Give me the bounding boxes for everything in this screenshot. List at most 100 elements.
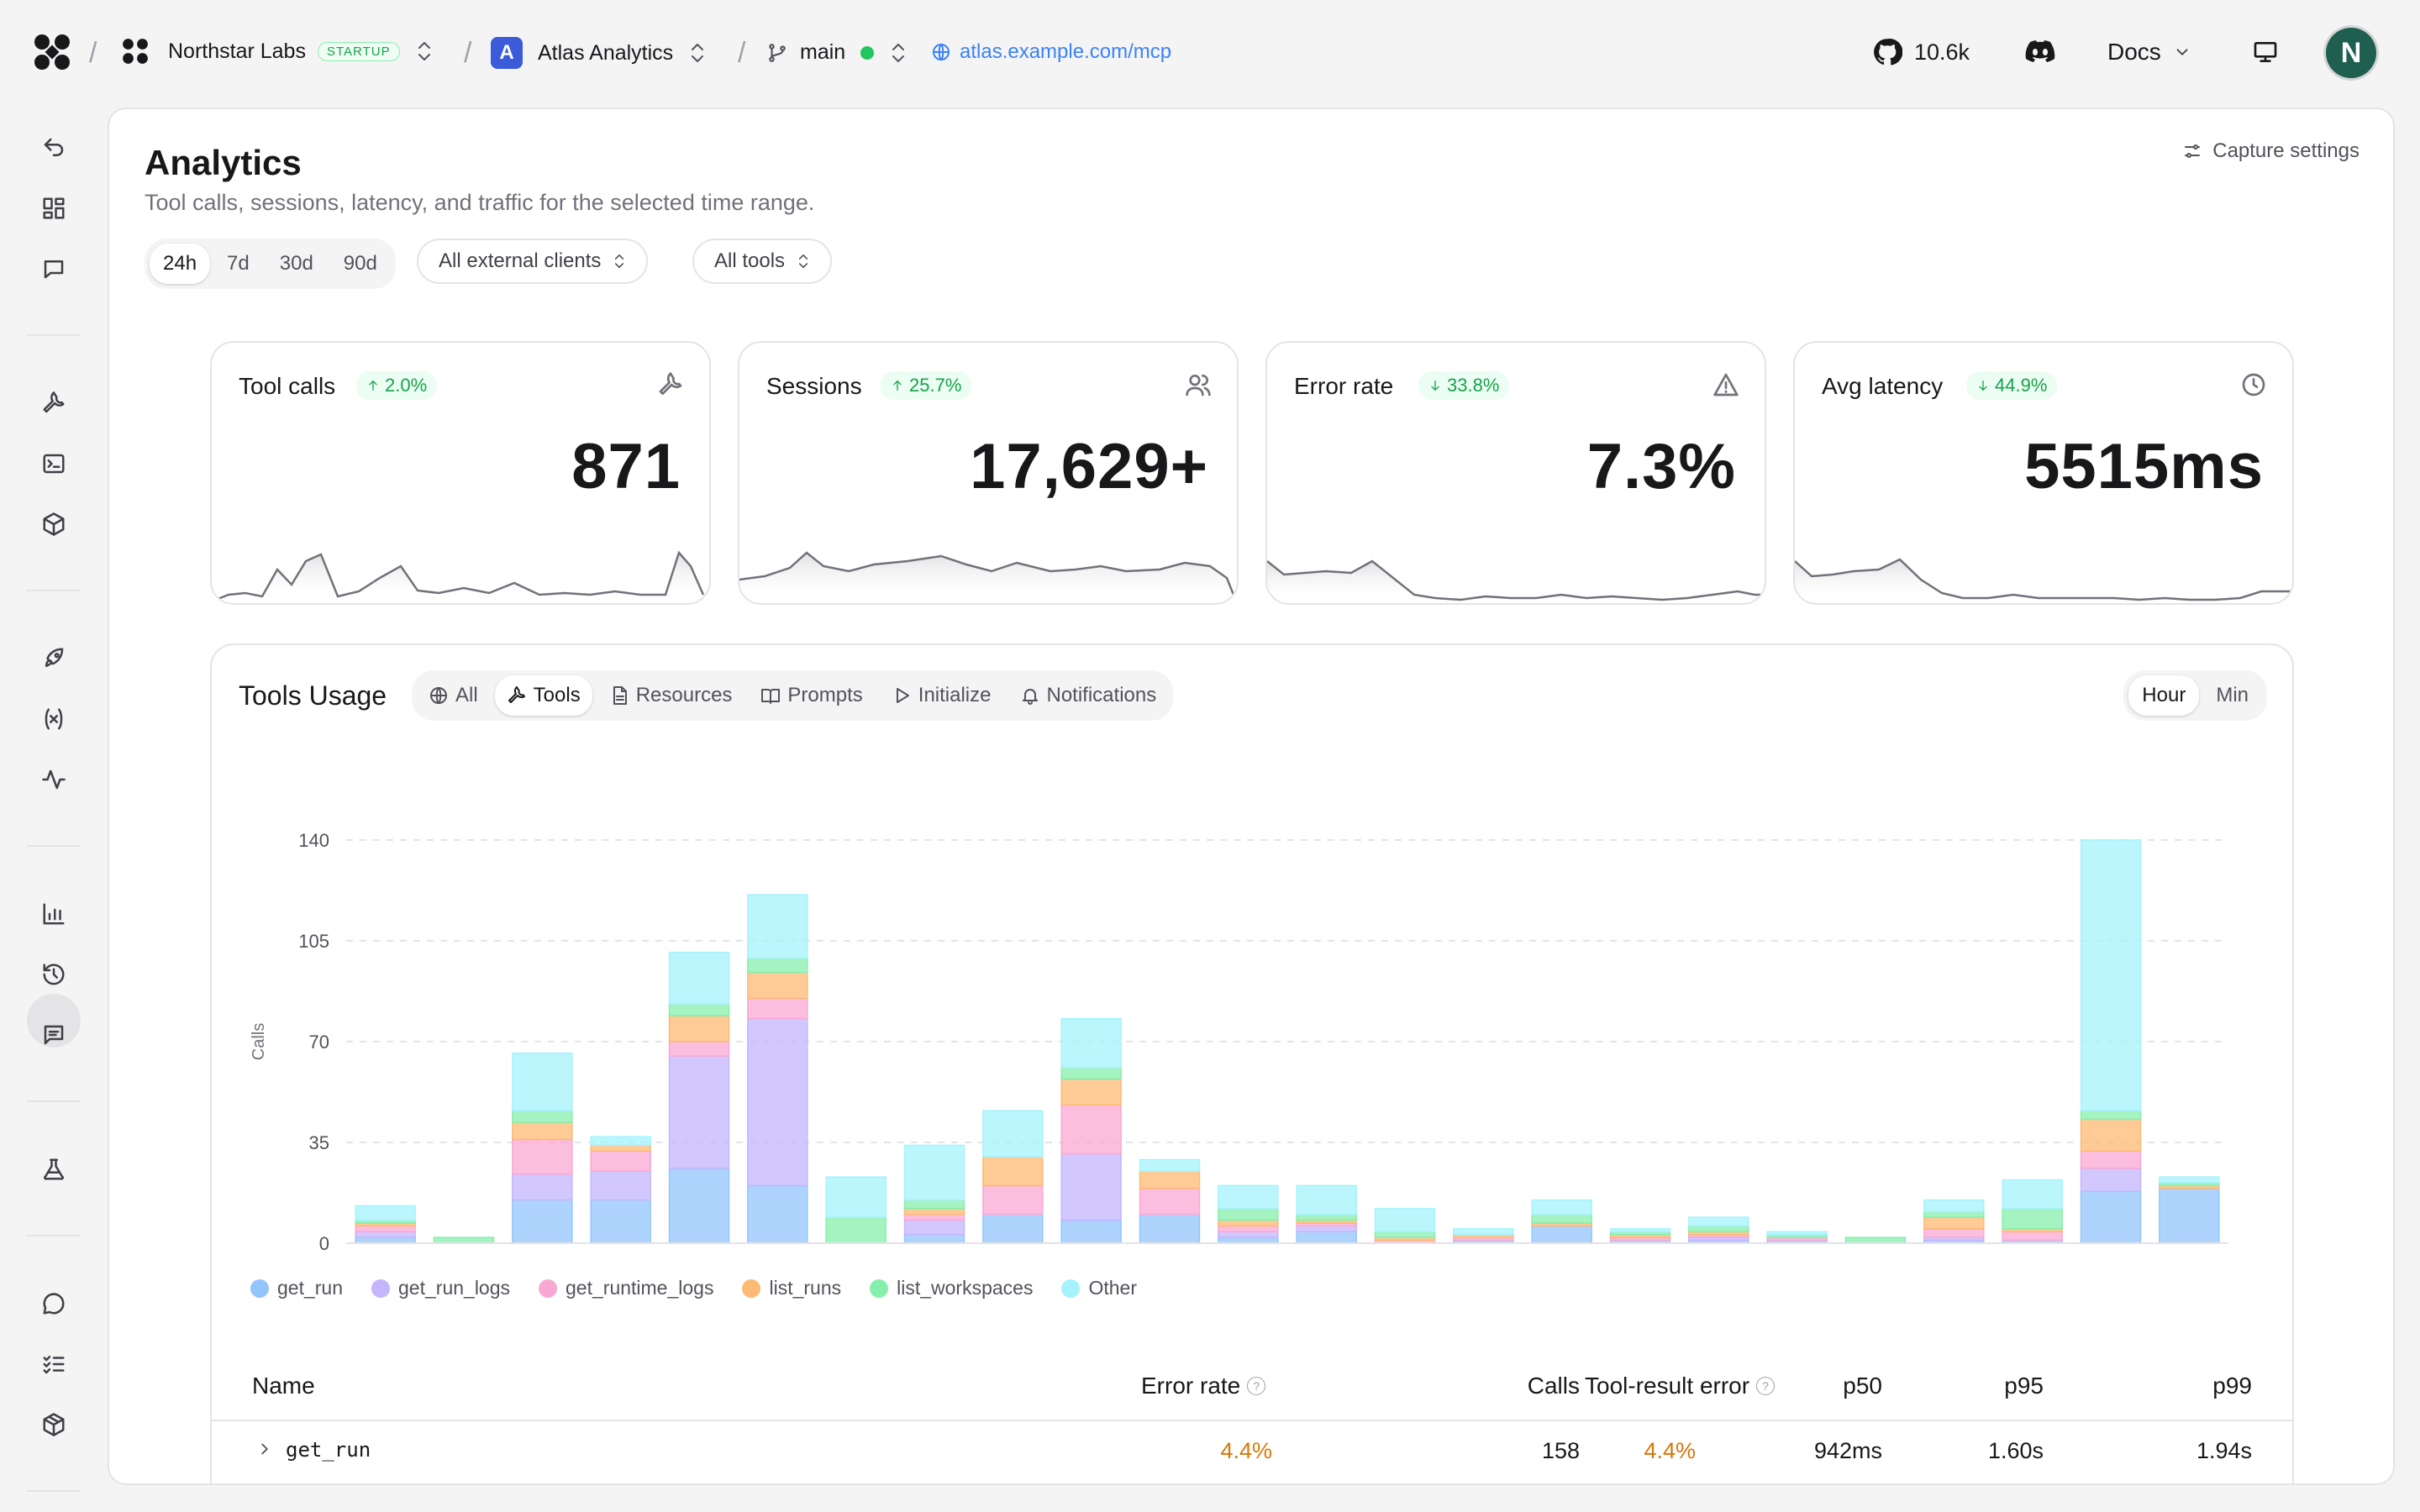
server-url-link[interactable]: atlas.example.com/mcp [931, 40, 1171, 64]
tool-filter-select[interactable]: All tools [692, 239, 833, 284]
bar-segment-Other[interactable] [747, 894, 808, 959]
bar-segment-get-runtime-logs[interactable] [982, 1184, 1044, 1215]
capture-settings-button[interactable]: Capture settings [2182, 139, 2360, 163]
bar-segment-get-run[interactable] [747, 1184, 808, 1244]
app-logo-icon[interactable] [32, 32, 72, 72]
bar-segment-list-runs[interactable] [2080, 1118, 2142, 1152]
discord-button[interactable] [2025, 39, 2055, 64]
bar-segment-Other[interactable] [1531, 1199, 1592, 1215]
bar-segment-list-workspaces[interactable] [1060, 1067, 1122, 1080]
bar-segment-get-run[interactable] [1218, 1236, 1279, 1244]
legend-item-get-run-logs[interactable]: get_run_logs [371, 1277, 510, 1299]
bar-segment-list-workspaces[interactable] [433, 1236, 495, 1244]
bar-segment-get-run[interactable] [1531, 1225, 1592, 1244]
bar-segment-Other[interactable] [1688, 1216, 1749, 1227]
resolution-min[interactable]: Min [2216, 684, 2249, 706]
bar-segment-get-run-logs[interactable] [747, 1017, 808, 1187]
bar-segment-list-workspaces[interactable] [512, 1110, 573, 1123]
bar-segment-get-runtime-logs[interactable] [1060, 1104, 1122, 1155]
bar-segment-Other[interactable] [1923, 1199, 1985, 1213]
checklist-icon[interactable] [37, 1347, 71, 1381]
bar-segment-get-run-logs[interactable] [1296, 1225, 1357, 1233]
bar-segment-Other[interactable] [1766, 1231, 1828, 1236]
client-filter-select[interactable]: All external clients [417, 239, 649, 284]
bar-segment-list-workspaces[interactable] [2080, 1110, 2142, 1121]
bar-segment-Other[interactable] [590, 1136, 651, 1147]
history-icon[interactable] [37, 958, 71, 991]
bar-segment-get-run[interactable] [1139, 1213, 1201, 1244]
bar-segment-get-runtime-logs[interactable] [903, 1213, 965, 1221]
bar-segment-get-run-logs[interactable] [512, 1173, 573, 1201]
bar-segment-list-runs[interactable] [1060, 1078, 1122, 1106]
bar-segment-Other[interactable] [355, 1205, 416, 1221]
bar-segment-Other[interactable] [825, 1176, 886, 1218]
bar-segment-list-workspaces[interactable] [1923, 1210, 1985, 1218]
legend-item-get-runtime-logs[interactable]: get_runtime_logs [539, 1277, 713, 1299]
bar-segment-list-runs[interactable] [590, 1144, 651, 1152]
tab-notifications[interactable]: Notifications [1008, 675, 1169, 716]
help-icon[interactable]: ? [1247, 1377, 1266, 1395]
chevron-right-icon[interactable] [255, 1440, 274, 1458]
bar-segment-get-run[interactable] [512, 1199, 573, 1244]
bar-segment-list-workspaces[interactable] [2002, 1208, 2063, 1230]
project-switcher[interactable]: A Atlas Analytics [491, 37, 707, 69]
docs-menu[interactable]: Docs [2107, 39, 2191, 66]
bar-segment-get-runtime-logs[interactable] [2080, 1150, 2142, 1169]
bar-segment-list-workspaces[interactable] [1374, 1231, 1436, 1238]
bar-segment-list-runs[interactable] [982, 1156, 1044, 1187]
bar-segment-Other[interactable] [2159, 1176, 2220, 1184]
bar-segment-Other[interactable] [512, 1052, 573, 1112]
bar-segment-Other[interactable] [668, 951, 730, 1005]
legend-item-list-runs[interactable]: list_runs [742, 1277, 841, 1299]
terminal-icon[interactable] [37, 447, 71, 480]
tab-all[interactable]: All [417, 675, 490, 716]
bar-segment-list-workspaces[interactable] [668, 1003, 730, 1016]
bar-segment-get-run-logs[interactable] [590, 1170, 651, 1201]
bar-segment-get-runtime-logs[interactable] [1218, 1225, 1279, 1233]
bar-segment-list-workspaces[interactable] [825, 1216, 886, 1244]
bar-segment-Other[interactable] [1374, 1208, 1436, 1233]
column-header-calls[interactable]: Calls [1527, 1373, 1580, 1399]
tab-initialize[interactable]: Initialize [880, 675, 1003, 716]
package-icon[interactable] [37, 507, 71, 541]
bar-segment-get-runtime-logs[interactable] [1139, 1188, 1201, 1215]
resolution-hour[interactable]: Hour [2128, 675, 2200, 716]
bar-segment-get-run[interactable] [2080, 1190, 2142, 1244]
message-circle-icon[interactable] [37, 1287, 71, 1320]
bar-segment-list-workspaces[interactable] [1296, 1213, 1357, 1221]
org-switcher[interactable]: Northstar Labs STARTUP [121, 37, 434, 66]
bar-segment-Other[interactable] [2002, 1179, 2063, 1210]
bar-segment-get-run[interactable] [355, 1236, 416, 1244]
bar-segment-Other[interactable] [2080, 839, 2142, 1112]
bar-segment-list-runs[interactable] [747, 971, 808, 1000]
bar-segment-get-runtime-logs[interactable] [668, 1041, 730, 1057]
range-option-24h[interactable]: 24h [150, 244, 211, 284]
bar-segment-get-runtime-logs[interactable] [2002, 1231, 2063, 1242]
message-square-icon[interactable] [37, 1018, 71, 1052]
tab-prompts[interactable]: Prompts [749, 675, 874, 716]
packages-icon[interactable] [37, 1408, 71, 1441]
tab-tools[interactable]: Tools [494, 675, 592, 716]
bar-segment-get-run[interactable] [668, 1168, 730, 1244]
bar-segment-list-runs[interactable] [668, 1015, 730, 1042]
rocket-icon[interactable] [37, 642, 71, 675]
bar-segment-Other[interactable] [1453, 1228, 1514, 1236]
bar-chart-icon[interactable] [37, 897, 71, 931]
bar-segment-list-runs[interactable] [1923, 1216, 1985, 1230]
column-header-p99[interactable]: p99 [2212, 1373, 2252, 1399]
bar-segment-Other[interactable] [1060, 1017, 1122, 1068]
bar-segment-Other[interactable] [1139, 1158, 1201, 1173]
range-option-90d[interactable]: 90d [343, 252, 377, 275]
variable-icon[interactable] [37, 702, 71, 736]
legend-item-list-workspaces[interactable]: list_workspaces [870, 1277, 1033, 1299]
bar-segment-get-run-logs[interactable] [355, 1231, 416, 1238]
branch-switcher[interactable]: main [766, 40, 908, 65]
bar-segment-get-run-logs[interactable] [903, 1219, 965, 1236]
bar-segment-list-runs[interactable] [903, 1208, 965, 1215]
bar-segment-get-run-logs[interactable] [2080, 1168, 2142, 1193]
legend-item-other[interactable]: Other [1061, 1277, 1137, 1299]
bar-segment-list-workspaces[interactable] [1688, 1225, 1749, 1233]
bar-segment-list-runs[interactable] [1218, 1219, 1279, 1227]
bar-segment-Other[interactable] [1218, 1184, 1279, 1210]
activity-icon[interactable] [37, 763, 71, 796]
